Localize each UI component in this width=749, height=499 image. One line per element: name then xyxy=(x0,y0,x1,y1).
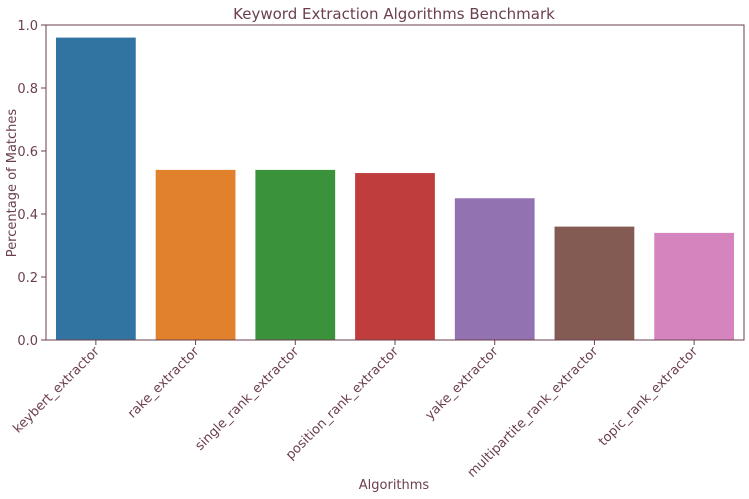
x-tick-label-rake_extractor: rake_extractor xyxy=(125,344,203,422)
x-tick-label-yake_extractor: yake_extractor xyxy=(423,344,502,423)
x-tick-label-single_rank_extractor: single_rank_extractor xyxy=(193,344,303,454)
plot-area xyxy=(45,24,745,341)
bar-topic_rank_extractor xyxy=(654,232,735,340)
x-tick-label-topic_rank_extractor: topic_rank_extractor xyxy=(596,344,702,450)
bar-yake_extractor xyxy=(454,198,535,340)
bar-position_rank_extractor xyxy=(355,173,435,340)
y-tick-label: 0.2 xyxy=(17,271,38,286)
x-tick-label-keybert_extractor: keybert_extractor xyxy=(10,344,103,437)
bar-rake_extractor xyxy=(155,169,236,340)
bar-keybert_extractor xyxy=(55,37,136,340)
y-tick-label: 0.8 xyxy=(17,82,38,97)
y-tick-label: 0.6 xyxy=(17,145,38,160)
y-axis-label: Percentage of Matches xyxy=(5,109,20,258)
x-tick-label-position_rank_extractor: position_rank_extractor xyxy=(283,344,402,463)
y-tick-label: 0.0 xyxy=(17,334,38,349)
chart-title: Keyword Extraction Algorithms Benchmark xyxy=(233,5,555,23)
x-axis-label: Algorithms xyxy=(359,478,430,493)
x-axis: keybert_extractor rake_extractorsingle_ra… xyxy=(10,340,701,481)
y-tick-label: 1.0 xyxy=(17,19,38,34)
bar-multipartite_rank_extractor xyxy=(554,226,635,340)
bar-single_rank_extractor xyxy=(255,169,336,340)
y-tick-label: 0.4 xyxy=(17,208,38,223)
y-axis: 0.0 0.2 0.4 0.6 0.8 1.0 xyxy=(17,19,46,349)
